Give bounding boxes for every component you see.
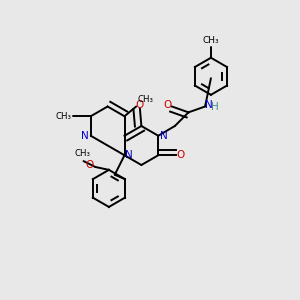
Text: O: O [176, 150, 185, 160]
Text: O: O [136, 100, 144, 110]
Text: CH₃: CH₃ [56, 112, 72, 121]
Text: O: O [163, 100, 171, 110]
Text: N: N [205, 100, 212, 110]
Text: O: O [85, 160, 93, 170]
Text: N: N [125, 150, 133, 160]
Text: CH₃: CH₃ [74, 149, 90, 158]
Text: CH₃: CH₃ [138, 95, 154, 104]
Text: CH₃: CH₃ [202, 36, 219, 45]
Text: N: N [160, 131, 167, 141]
Text: H: H [211, 102, 218, 112]
Text: N: N [82, 131, 89, 141]
